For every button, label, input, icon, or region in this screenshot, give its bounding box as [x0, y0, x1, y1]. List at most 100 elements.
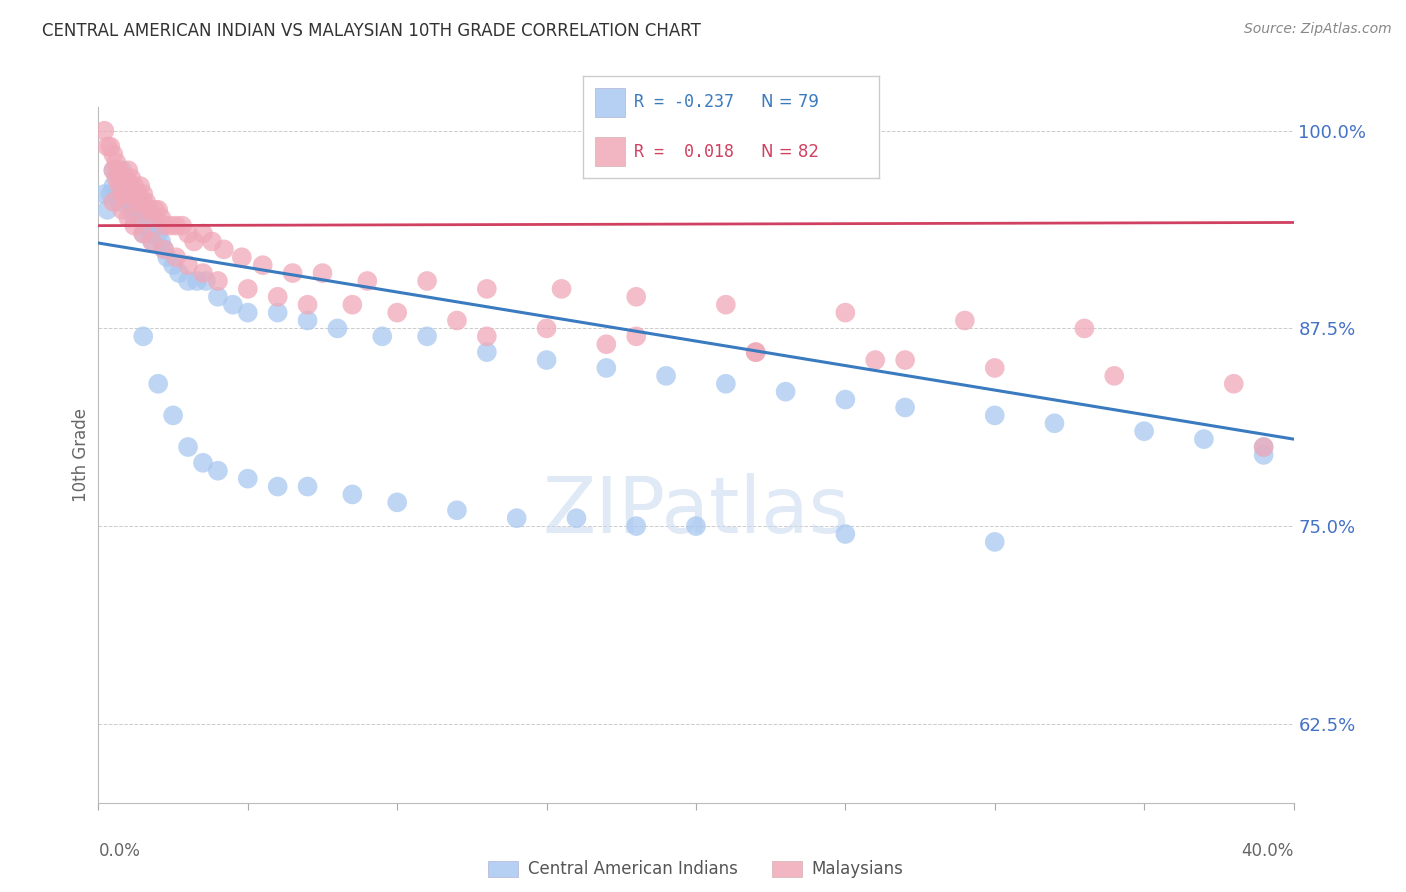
Point: [114, 171, 136, 186]
Point: [103, 163, 125, 178]
Point: [148, 227, 170, 241]
Point: [1104, 368, 1126, 383]
Point: [172, 219, 194, 233]
Point: [120, 186, 142, 201]
Point: [159, 219, 181, 233]
Point: [267, 290, 290, 304]
Point: [108, 179, 131, 194]
Point: [834, 527, 856, 541]
Point: [124, 219, 146, 233]
Point: [127, 202, 149, 217]
Point: [150, 235, 173, 249]
Point: [129, 211, 152, 225]
Point: [236, 305, 259, 319]
Point: [93, 124, 115, 138]
Point: [191, 266, 214, 280]
Point: [834, 305, 856, 319]
Point: [108, 163, 131, 178]
Text: ZIPatlas: ZIPatlas: [543, 473, 849, 549]
Point: [416, 274, 439, 288]
Point: [714, 298, 737, 312]
Point: [1253, 440, 1275, 454]
Point: [96, 139, 118, 153]
Point: [129, 179, 152, 194]
Point: [207, 274, 229, 288]
Point: [132, 227, 155, 241]
Point: [127, 186, 149, 201]
Point: [132, 202, 155, 217]
Point: [138, 227, 160, 241]
Point: [595, 337, 617, 351]
Point: [983, 409, 1005, 423]
Point: [108, 194, 131, 209]
Point: [135, 219, 157, 233]
Point: [117, 211, 139, 225]
Point: [165, 250, 187, 264]
Point: [297, 313, 319, 327]
Text: N = 82: N = 82: [761, 143, 818, 161]
Point: [127, 186, 149, 201]
Point: [132, 186, 155, 201]
Point: [446, 503, 468, 517]
Point: [117, 179, 139, 194]
Point: [475, 345, 498, 359]
Point: [342, 298, 364, 312]
Point: [506, 511, 529, 525]
Point: [191, 456, 214, 470]
Point: [267, 479, 290, 493]
Point: [685, 519, 707, 533]
Point: [207, 464, 229, 478]
Point: [1192, 432, 1215, 446]
Point: [153, 219, 176, 233]
Point: [148, 376, 170, 391]
Point: [371, 329, 394, 343]
Point: [148, 202, 170, 217]
Point: [953, 313, 976, 327]
Point: [297, 298, 319, 312]
Point: [124, 194, 146, 209]
Point: [177, 440, 200, 454]
Point: [103, 163, 125, 178]
Point: [385, 495, 409, 509]
Point: [117, 163, 139, 178]
Bar: [595, 88, 624, 117]
Point: [894, 353, 917, 368]
Point: [177, 258, 200, 272]
Point: [132, 329, 155, 343]
Text: N = 79: N = 79: [761, 93, 818, 111]
Point: [98, 186, 122, 201]
Point: [385, 305, 409, 319]
Point: [183, 235, 205, 249]
Point: [111, 186, 134, 201]
Point: [96, 202, 118, 217]
Point: [124, 211, 146, 225]
Point: [536, 321, 558, 335]
Point: [565, 511, 588, 525]
Bar: [595, 137, 624, 166]
Point: [141, 235, 163, 249]
Point: [98, 139, 122, 153]
Point: [236, 282, 259, 296]
Point: [156, 250, 179, 264]
Point: [103, 179, 125, 194]
Point: [127, 194, 149, 209]
Point: [111, 163, 134, 178]
Point: [117, 194, 139, 209]
Point: [135, 202, 157, 217]
Point: [105, 186, 128, 201]
Point: [595, 360, 617, 375]
Point: [894, 401, 917, 415]
Point: [191, 227, 214, 241]
Point: [231, 250, 253, 264]
Point: [475, 282, 498, 296]
Point: [120, 171, 142, 186]
Point: [162, 409, 184, 423]
Point: [143, 202, 166, 217]
Point: [105, 155, 128, 169]
Point: [143, 219, 166, 233]
Point: [236, 472, 259, 486]
Point: [475, 329, 498, 343]
Text: CENTRAL AMERICAN INDIAN VS MALAYSIAN 10TH GRADE CORRELATION CHART: CENTRAL AMERICAN INDIAN VS MALAYSIAN 10T…: [42, 22, 702, 40]
Point: [177, 274, 200, 288]
Point: [108, 171, 131, 186]
